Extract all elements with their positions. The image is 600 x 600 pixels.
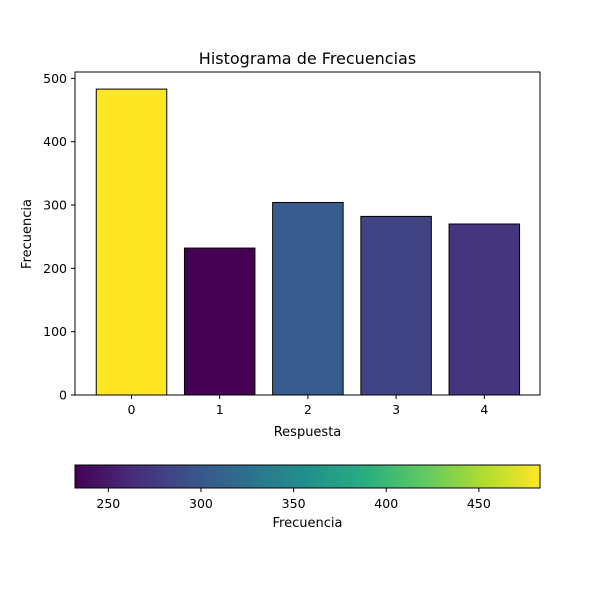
x-tick-label: 1 (216, 402, 224, 417)
bar-2 (272, 201, 344, 396)
x-tick-label: 3 (392, 402, 400, 417)
x-tick-label: 2 (304, 402, 312, 417)
colorbar-label: Frecuencia (273, 516, 343, 531)
colorbar-tick-label: 300 (189, 496, 213, 511)
bar-1 (183, 247, 256, 396)
colorbar-tick-label: 400 (374, 496, 398, 511)
bar-0 (95, 88, 168, 396)
chart-title: Histograma de Frecuencias (199, 49, 416, 68)
y-tick-label: 200 (43, 261, 67, 276)
colorbar-tick-label: 450 (467, 496, 491, 511)
y-tick-label: 300 (43, 198, 67, 213)
colorbar (74, 464, 541, 489)
y-axis-ticks: 0 100 200 300 400 500 (43, 71, 75, 403)
x-axis-label: Respuesta (274, 425, 342, 440)
y-tick-label: 400 (43, 134, 67, 149)
colorbar-tick-label: 350 (282, 496, 306, 511)
x-tick-label: 4 (480, 402, 488, 417)
y-tick-label: 0 (59, 388, 67, 403)
y-tick-label: 500 (43, 71, 67, 86)
x-tick-label: 0 (128, 402, 136, 417)
y-axis-label: Frecuencia (20, 199, 35, 269)
x-axis-ticks: 0 1 2 3 4 (128, 395, 488, 417)
bar-4 (448, 223, 521, 396)
bars-layer (95, 88, 521, 396)
y-tick-label: 100 (43, 324, 67, 339)
bar-3 (360, 215, 432, 396)
colorbar-ticks: 250 300 350 400 450 (96, 488, 491, 511)
colorbar-tick-label: 250 (96, 496, 120, 511)
